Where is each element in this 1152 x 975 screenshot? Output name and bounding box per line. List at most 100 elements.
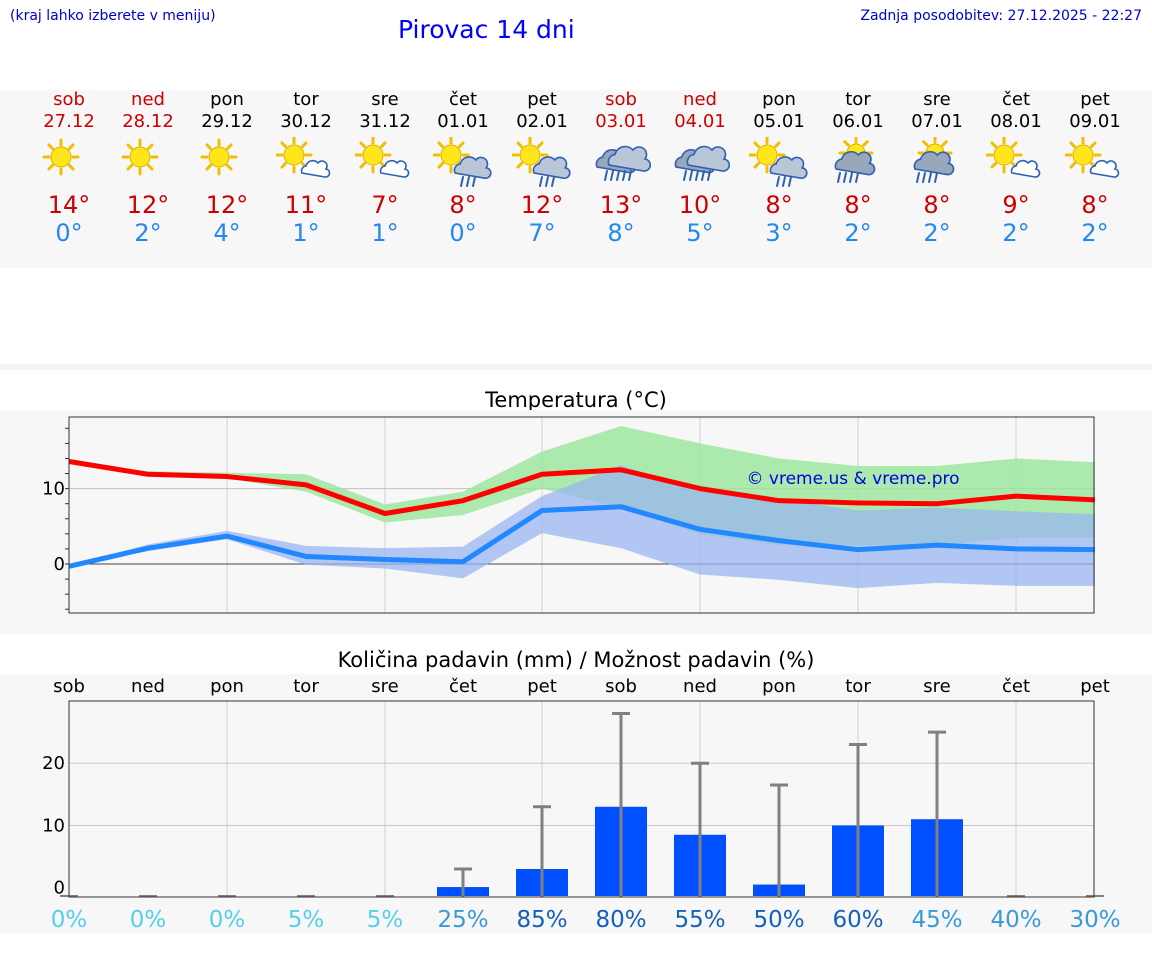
day-name: pon bbox=[762, 89, 796, 110]
precip-probability: 45% bbox=[911, 907, 962, 933]
prec-day-label: pet bbox=[1080, 676, 1110, 697]
day-name: sre bbox=[923, 89, 951, 110]
forecast-day: ned 28.12 12° 2° bbox=[109, 89, 187, 247]
max-temp: 12° bbox=[126, 191, 170, 219]
day-date: 08.01 bbox=[990, 111, 1042, 132]
forecast-day: pet 02.01 12° 7° bbox=[503, 89, 581, 247]
precip-probability: 60% bbox=[832, 907, 883, 933]
day-date: 06.01 bbox=[832, 111, 884, 132]
day-date: 28.12 bbox=[122, 111, 174, 132]
precipitation-chart: sob ned pon tor sre čet pet sob ned pon tor sre čet p… bbox=[42, 676, 1120, 933]
sun-icon bbox=[200, 138, 238, 176]
precip-probability: 0% bbox=[130, 907, 167, 933]
day-name: tor bbox=[845, 89, 871, 110]
sun-cloud-icon bbox=[355, 137, 410, 178]
menu-hint: (kraj lahko izberete v meniju) bbox=[10, 8, 216, 24]
day-date: 09.01 bbox=[1069, 111, 1121, 132]
day-date: 04.01 bbox=[674, 111, 726, 132]
sun-cloud-icon bbox=[276, 137, 331, 178]
precip-probability: 0% bbox=[51, 907, 88, 933]
prec-day-label: ned bbox=[683, 676, 717, 697]
prec-day-label: pon bbox=[762, 676, 796, 697]
day-name: sre bbox=[371, 89, 399, 110]
max-temp: 12° bbox=[520, 191, 564, 219]
precip-probability: 85% bbox=[516, 907, 567, 933]
min-temp: 8° bbox=[607, 219, 635, 247]
day-date: 03.01 bbox=[595, 111, 647, 132]
prec-day-label: pon bbox=[210, 676, 244, 697]
precip-probability: 5% bbox=[288, 907, 325, 933]
max-temp: 9° bbox=[1002, 191, 1030, 219]
prec-day-label: čet bbox=[449, 676, 477, 697]
sun-cloud-icon bbox=[986, 137, 1041, 178]
forecast-day: tor 06.01 8° 2° bbox=[819, 89, 897, 247]
cloud-rain-icon bbox=[674, 145, 730, 181]
precip-whisker bbox=[533, 805, 551, 897]
precip-whisker bbox=[928, 730, 946, 897]
cloud-rain-icon bbox=[595, 145, 651, 181]
temp-y-tick-label: 0 bbox=[54, 554, 65, 575]
max-temp: 14° bbox=[47, 191, 91, 219]
precip-whisker bbox=[849, 743, 867, 897]
max-temp: 8° bbox=[1081, 191, 1109, 219]
forecast-day: čet 08.01 9° 2° bbox=[977, 89, 1055, 247]
day-date: 01.01 bbox=[437, 111, 489, 132]
prec-day-label: sob bbox=[53, 676, 85, 697]
day-name: tor bbox=[293, 89, 319, 110]
sun-cloud-icon bbox=[1065, 137, 1120, 178]
precipitation-chart-title: Količina padavin (mm) / Možnost padavin … bbox=[337, 648, 815, 672]
min-temp: 7° bbox=[528, 219, 556, 247]
forecast-day: sob 03.01 13° 8° bbox=[582, 89, 660, 247]
day-date: 05.01 bbox=[753, 111, 805, 132]
sun-cloud-rain-icon bbox=[433, 137, 492, 187]
forecast-day: sre 31.12 7° 1° bbox=[346, 89, 424, 247]
precip-whisker bbox=[691, 761, 709, 897]
prec-day-label: sre bbox=[371, 676, 398, 697]
forecast-day: pon 05.01 8° 3° bbox=[740, 89, 818, 247]
precip-probability: 30% bbox=[1069, 907, 1120, 933]
day-name: pet bbox=[1080, 89, 1110, 110]
temperature-chart-title: Temperatura (°C) bbox=[485, 388, 667, 412]
day-date: 02.01 bbox=[516, 111, 568, 132]
prec-day-label: pet bbox=[527, 676, 557, 697]
sun-cloud-heavy-rain-icon bbox=[834, 137, 876, 183]
watermark: © vreme.us & vreme.pro bbox=[746, 469, 959, 489]
day-date: 29.12 bbox=[201, 111, 253, 132]
precip-whisker bbox=[770, 783, 788, 897]
min-temp: 2° bbox=[844, 219, 872, 247]
forecast-band bbox=[0, 90, 1152, 268]
max-temp: 8° bbox=[844, 191, 872, 219]
precip-probability: 80% bbox=[595, 907, 646, 933]
prec-day-label: tor bbox=[845, 676, 871, 697]
temp-plot-frame bbox=[68, 416, 1095, 614]
forecast-day: sre 07.01 8° 2° bbox=[898, 89, 976, 247]
min-temp: 2° bbox=[1081, 219, 1109, 247]
min-temp: 3° bbox=[765, 219, 793, 247]
min-temp-line bbox=[68, 504, 1096, 569]
prec-plot-frame bbox=[68, 700, 1095, 898]
forecast-day: sob 27.12 14° 0° bbox=[30, 89, 108, 247]
day-name: ned bbox=[683, 89, 717, 110]
precip-probability: 55% bbox=[674, 907, 725, 933]
day-name: sob bbox=[605, 89, 637, 110]
day-date: 27.12 bbox=[43, 111, 95, 132]
forecast-day: čet 01.01 8° 0° bbox=[424, 89, 502, 247]
sun-cloud-rain-icon bbox=[749, 137, 808, 187]
prec-day-label: sob bbox=[605, 676, 637, 697]
day-date: 30.12 bbox=[280, 111, 332, 132]
max-temp: 8° bbox=[765, 191, 793, 219]
day-name: pon bbox=[210, 89, 244, 110]
precip-whisker bbox=[454, 867, 472, 897]
prec-day-label: sre bbox=[923, 676, 950, 697]
precip-probability: 50% bbox=[753, 907, 804, 933]
day-name: pet bbox=[527, 89, 557, 110]
forecast-day: ned 04.01 10° 5° bbox=[661, 89, 739, 247]
section-divider bbox=[0, 364, 1152, 370]
min-temp: 1° bbox=[292, 219, 320, 247]
max-temp: 7° bbox=[371, 191, 399, 219]
day-name: ned bbox=[131, 89, 165, 110]
sun-cloud-heavy-rain-icon bbox=[913, 137, 955, 183]
precip-probability: 5% bbox=[367, 907, 404, 933]
min-temp: 2° bbox=[1002, 219, 1030, 247]
forecast-day: tor 30.12 11° 1° bbox=[267, 89, 345, 247]
